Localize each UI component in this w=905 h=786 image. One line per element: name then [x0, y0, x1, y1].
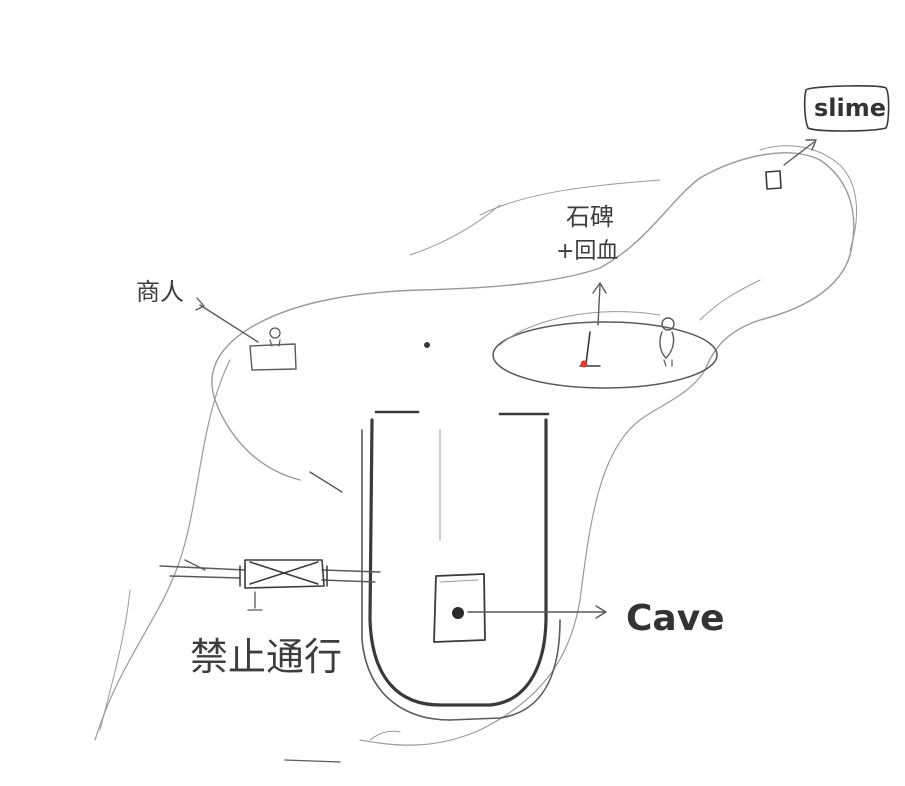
player-figure-icon	[659, 317, 675, 367]
heal-label: +回血	[556, 239, 618, 264]
terrain-outline	[94, 145, 858, 763]
barrier-gate-icon	[159, 559, 381, 611]
red-spawn-mark	[579, 331, 601, 368]
cave-label: Cave	[626, 598, 725, 639]
u-shaped-canyon	[361, 410, 561, 721]
cave-entrance-dot	[452, 607, 464, 619]
raised-platform	[492, 311, 718, 389]
tablet-arrow	[592, 282, 607, 326]
cave-marker	[433, 573, 607, 643]
merchant-marker	[195, 297, 297, 371]
merchant-label: 商人	[136, 278, 184, 306]
barrier-gate-label: 禁止通行	[190, 635, 342, 679]
slime-marker	[765, 85, 890, 190]
plateau-dot	[424, 342, 430, 348]
stone-tablet-label: 石碑	[566, 203, 614, 231]
slime-label: slime	[814, 94, 886, 122]
